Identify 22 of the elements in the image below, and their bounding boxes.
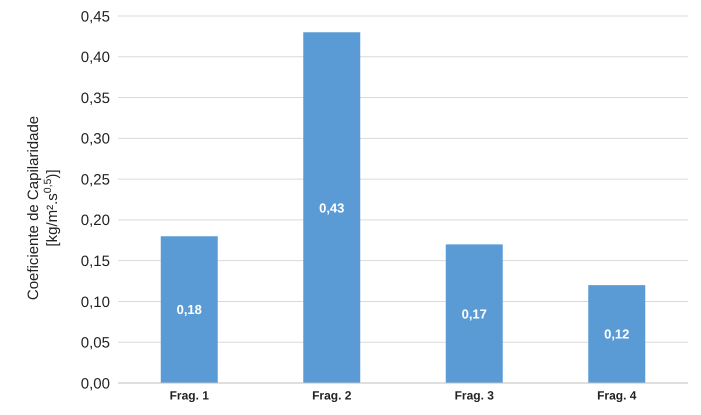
bar: [588, 285, 646, 383]
data-label: 0,12: [604, 326, 630, 342]
bar: [303, 32, 360, 383]
y-tick-label: 0,00: [80, 375, 110, 392]
y-tick-label: 0,40: [80, 49, 110, 66]
x-tick-label: Frag. 2: [312, 388, 352, 403]
data-label: 0,43: [319, 200, 344, 216]
x-tick-label: Frag. 4: [597, 388, 637, 403]
y-tick-label: 0,35: [80, 90, 110, 107]
x-tick-label: Frag. 1: [170, 388, 210, 403]
x-tick-label: Frag. 3: [454, 388, 494, 403]
y-tick-label: 0,45: [80, 8, 110, 26]
y-tick-label: 0,20: [80, 212, 110, 230]
data-label: 0,17: [462, 306, 487, 322]
y-tick-label: 0,05: [80, 334, 110, 352]
y-tick-label: 0,15: [80, 252, 110, 270]
bar: [160, 236, 218, 383]
data-label: 0,18: [176, 302, 202, 318]
y-tick-label: 0,30: [80, 130, 110, 148]
bar: [446, 244, 503, 383]
y-tick-label: 0,10: [80, 294, 110, 311]
y-tick-label: 0,25: [80, 171, 110, 188]
